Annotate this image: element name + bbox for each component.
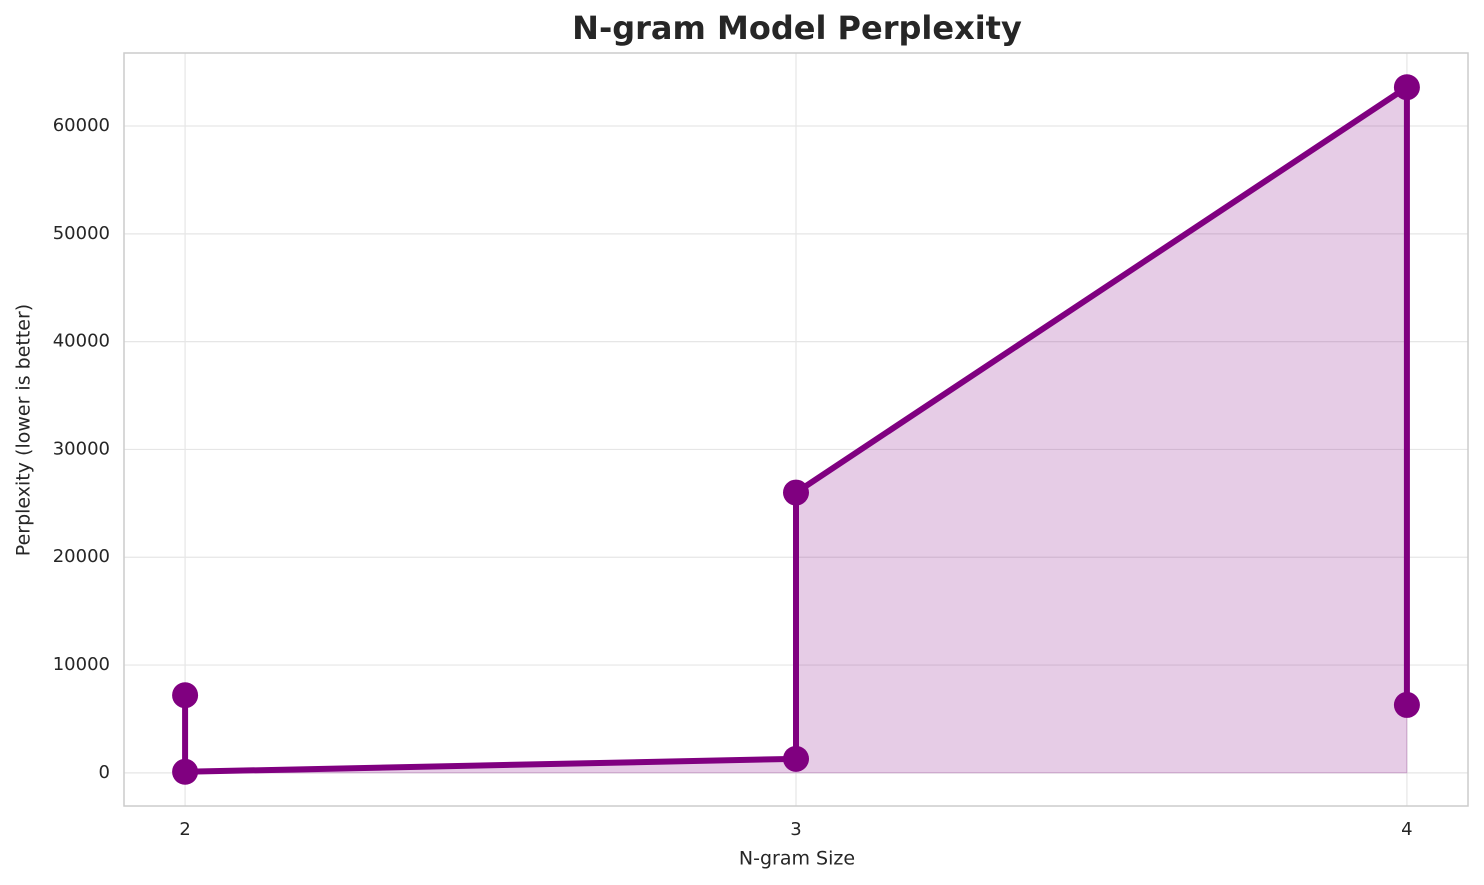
plot-frame (123, 52, 1469, 807)
point (1393, 74, 1420, 101)
y-tick-label: 20000 (53, 546, 110, 567)
x-tick-label: 4 (1401, 819, 1412, 840)
point (172, 682, 199, 709)
y-tick-label: 50000 (53, 223, 110, 244)
point (1393, 691, 1420, 718)
chart-title: N-gram Model Perplexity (572, 9, 1022, 47)
y-tick-label: 40000 (53, 331, 110, 352)
point (172, 758, 199, 785)
x-tick-label: 3 (790, 819, 801, 840)
y-axis-label: Perplexity (lower is better) (13, 304, 35, 556)
x-axis-label: N-gram Size (739, 848, 855, 870)
plot (172, 74, 1420, 785)
y-tick-label: 60000 (53, 115, 110, 136)
x-tick-label: 2 (179, 819, 190, 840)
point (783, 745, 809, 772)
y-tick-label: 30000 (53, 438, 110, 459)
point (783, 479, 809, 506)
y-tick-label: 10000 (53, 654, 110, 675)
y-tick-label: 0 (99, 762, 110, 783)
